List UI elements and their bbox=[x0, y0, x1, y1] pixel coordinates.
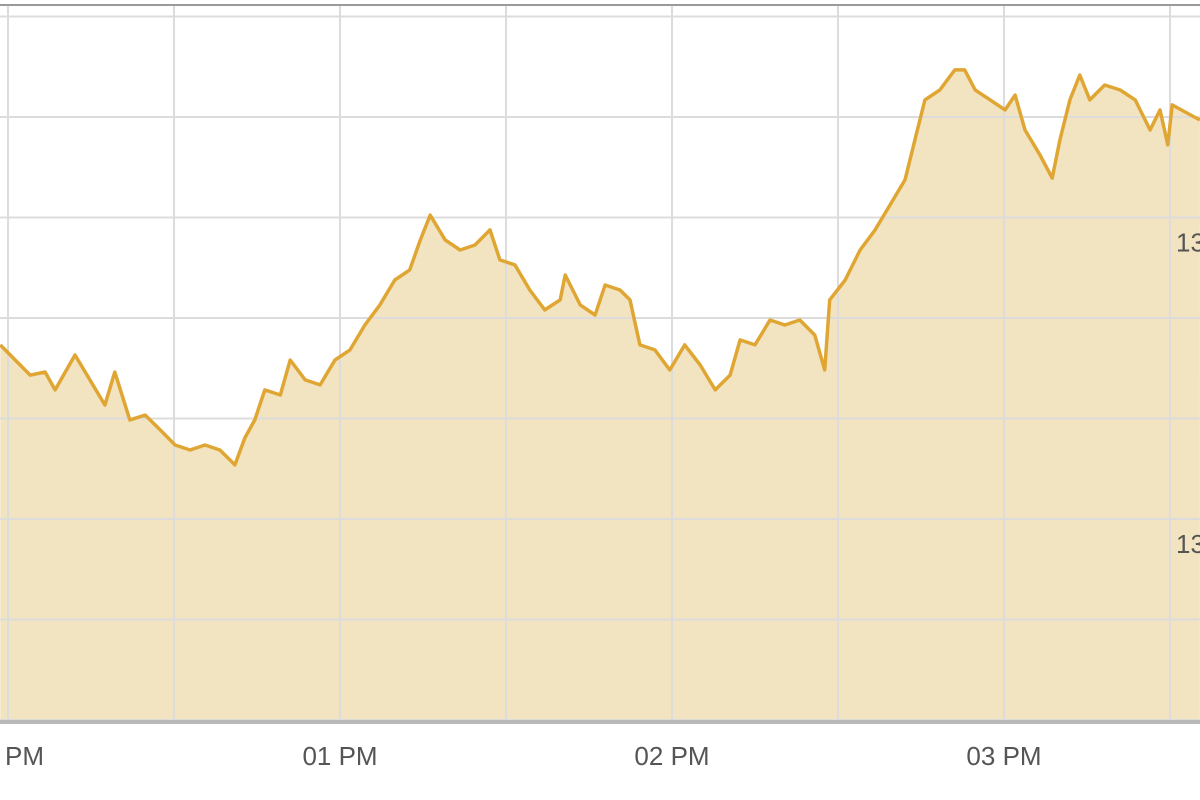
area-fill bbox=[0, 69, 1200, 720]
x-tick-label: 03 PM bbox=[966, 741, 1041, 771]
y-tick-label: 13 bbox=[1176, 529, 1200, 559]
y-tick-label: 13 bbox=[1176, 227, 1200, 257]
x-tick-label: 01 PM bbox=[302, 741, 377, 771]
x-tick-label: PM bbox=[5, 741, 44, 771]
x-tick-label: 02 PM bbox=[634, 741, 709, 771]
price-line bbox=[0, 68, 1200, 467]
